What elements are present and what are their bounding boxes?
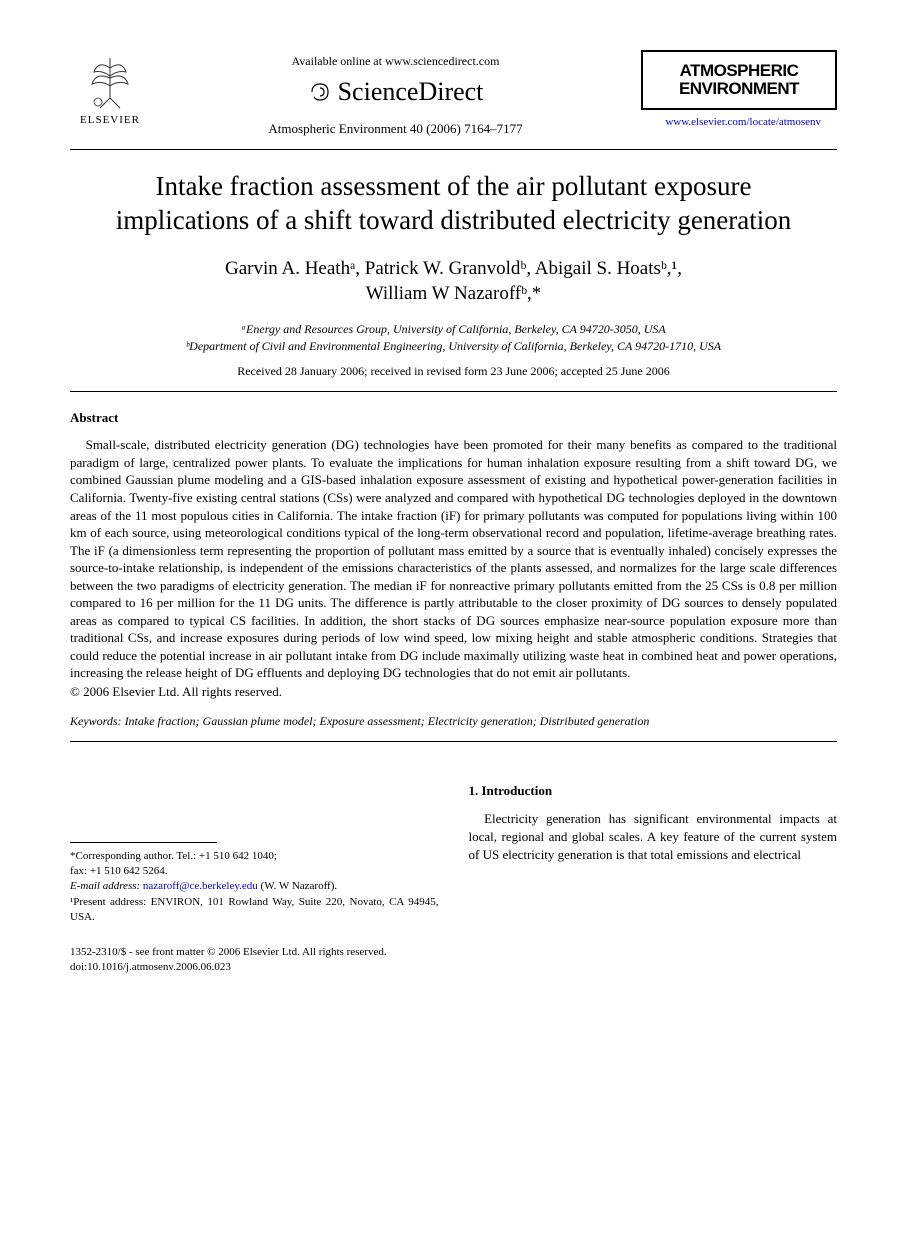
- article-dates: Received 28 January 2006; received in re…: [70, 364, 837, 379]
- present-address: ¹Present address: ENVIRON, 101 Rowland W…: [70, 895, 439, 925]
- page-container: ELSEVIER Available online at www.science…: [0, 0, 907, 1016]
- publisher-logo-block: ELSEVIER: [70, 50, 150, 126]
- keywords-label: Keywords:: [70, 714, 122, 728]
- mid-rule-2: [70, 741, 837, 742]
- right-column: 1. Introduction Electricity generation h…: [469, 782, 838, 925]
- journal-url[interactable]: www.elsevier.com/locate/atmosenv: [641, 116, 821, 128]
- keywords-line: Keywords: Intake fraction; Gaussian plum…: [70, 714, 837, 729]
- email-suffix: (W. W Nazaroff).: [258, 880, 337, 892]
- section-1-text: Electricity generation has significant e…: [469, 810, 838, 864]
- page-footer: 1352-2310/$ - see front matter © 2006 El…: [70, 945, 837, 976]
- affiliation-b: ᵇDepartment of Civil and Environmental E…: [70, 338, 837, 355]
- email-line: E-mail address: nazaroff@ce.berkeley.edu…: [70, 879, 439, 894]
- mid-rule-1: [70, 391, 837, 392]
- article-title: Intake fraction assessment of the air po…: [110, 170, 797, 238]
- abstract-heading: Abstract: [70, 410, 837, 426]
- journal-name-line2: ENVIRONMENT: [649, 80, 829, 98]
- keywords-text: Intake fraction; Gaussian plume model; E…: [122, 714, 650, 728]
- authors-block: Garvin A. Heathᵃ, Patrick W. Granvoldᵇ, …: [70, 256, 837, 307]
- journal-reference: Atmospheric Environment 40 (2006) 7164–7…: [160, 121, 631, 137]
- authors-line1: Garvin A. Heathᵃ, Patrick W. Granvoldᵇ, …: [225, 258, 682, 279]
- affiliation-a: ᵃEnergy and Resources Group, University …: [70, 321, 837, 338]
- corresponding-author: *Corresponding author. Tel.: +1 510 642 …: [70, 849, 439, 864]
- header-row: ELSEVIER Available online at www.science…: [70, 50, 837, 137]
- available-online-text: Available online at www.sciencedirect.co…: [160, 54, 631, 69]
- affiliations-block: ᵃEnergy and Resources Group, University …: [70, 321, 837, 355]
- authors-line2: William W Nazaroffᵇ,*: [366, 283, 542, 304]
- two-column-region: *Corresponding author. Tel.: +1 510 642 …: [70, 782, 837, 925]
- email-label: E-mail address:: [70, 880, 143, 892]
- email-address[interactable]: nazaroff@ce.berkeley.edu: [143, 880, 258, 892]
- fax-line: fax: +1 510 642 5264.: [70, 864, 439, 879]
- abstract-text: Small-scale, distributed electricity gen…: [70, 436, 837, 682]
- journal-name-line1: ATMOSPHERIC: [649, 62, 829, 80]
- sciencedirect-icon: [308, 80, 332, 104]
- sciencedirect-brand: ScienceDirect: [160, 77, 631, 107]
- top-rule: [70, 149, 837, 150]
- elsevier-tree-icon: [80, 50, 140, 110]
- journal-box-wrapper: ATMOSPHERIC ENVIRONMENT www.elsevier.com…: [641, 50, 837, 128]
- left-column: *Corresponding author. Tel.: +1 510 642 …: [70, 782, 439, 925]
- footnote-rule: [70, 842, 217, 843]
- issn-line: 1352-2310/$ - see front matter © 2006 El…: [70, 945, 837, 960]
- correspondence-block: *Corresponding author. Tel.: +1 510 642 …: [70, 849, 439, 925]
- doi-line: doi:10.1016/j.atmosenv.2006.06.023: [70, 960, 837, 975]
- publisher-label: ELSEVIER: [70, 114, 150, 126]
- copyright-text: © 2006 Elsevier Ltd. All rights reserved…: [70, 684, 837, 700]
- journal-title-box: ATMOSPHERIC ENVIRONMENT: [641, 50, 837, 110]
- sciencedirect-text: ScienceDirect: [338, 77, 484, 107]
- section-1-heading: 1. Introduction: [469, 782, 838, 800]
- center-header: Available online at www.sciencedirect.co…: [150, 50, 641, 137]
